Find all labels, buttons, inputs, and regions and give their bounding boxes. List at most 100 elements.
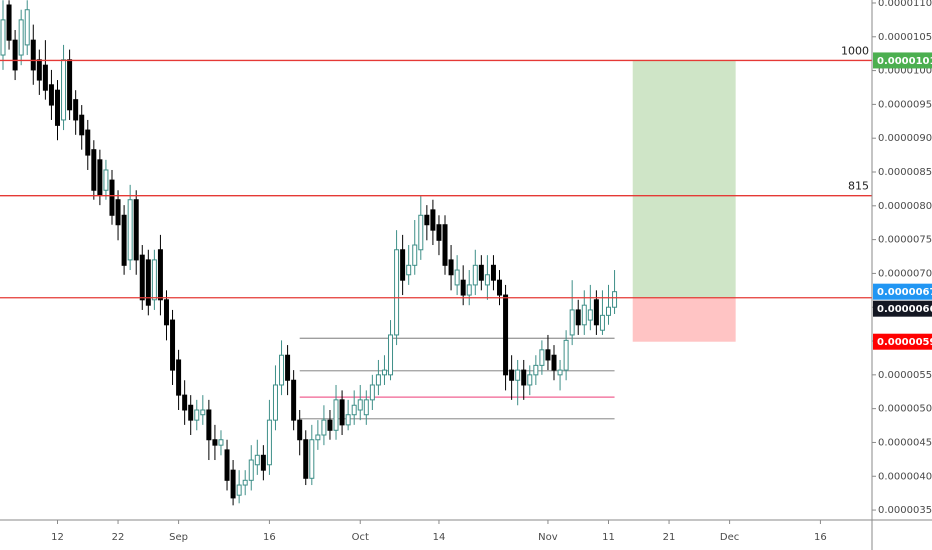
- candle-body: [48, 84, 54, 106]
- candle-body: [569, 309, 575, 336]
- candle-body: [400, 249, 406, 281]
- plot-area: [0, 0, 872, 506]
- x-tick-label: 11: [602, 532, 615, 543]
- candle-body: [6, 4, 12, 41]
- candle-body: [503, 294, 509, 376]
- candle-body: [303, 439, 309, 479]
- candle-body: [242, 479, 248, 486]
- candle-body: [212, 439, 218, 446]
- candle-body: [490, 264, 496, 281]
- candle-body: [430, 209, 436, 231]
- candle-body: [375, 374, 381, 386]
- x-tick-label: Nov: [538, 532, 558, 543]
- candle-body: [539, 349, 545, 366]
- candle-body: [581, 304, 587, 326]
- candle-body: [260, 454, 266, 471]
- candle-body: [460, 279, 466, 296]
- candle-body: [272, 384, 278, 421]
- candle-body: [30, 39, 36, 71]
- candle-body: [466, 284, 472, 296]
- candle-body: [315, 434, 321, 441]
- candle-body: [297, 419, 303, 441]
- candle-body: [521, 369, 527, 386]
- price-label: 0.00000664: [877, 304, 932, 315]
- candle-body: [515, 369, 521, 381]
- candle-body: [509, 369, 515, 381]
- candle-body: [545, 349, 551, 361]
- candle-body: [412, 244, 418, 266]
- candle-body: [563, 339, 569, 371]
- candle-body: [369, 384, 375, 401]
- candle-body: [42, 64, 48, 91]
- candle-body: [345, 414, 351, 426]
- candle-body: [454, 269, 460, 286]
- candle-body: [61, 59, 67, 121]
- x-tick-label: 21: [663, 532, 676, 543]
- candle-body: [109, 179, 115, 216]
- candle-body: [218, 439, 224, 446]
- candle-body: [266, 419, 272, 466]
- price-label: 0.00000673: [877, 287, 932, 298]
- price-label: 0.00001015: [877, 56, 932, 67]
- candle-body: [36, 59, 42, 81]
- candle-body: [388, 334, 394, 376]
- level-label: 1000: [841, 44, 869, 57]
- candle-body: [587, 309, 593, 321]
- candle-body: [527, 374, 533, 386]
- candle-body: [551, 354, 557, 371]
- candle-body: [436, 224, 442, 241]
- x-tick-label: 14: [433, 532, 446, 543]
- x-tick-label: Dec: [720, 532, 739, 543]
- candle-body: [321, 419, 327, 436]
- candle-body: [339, 399, 345, 426]
- candle-body: [381, 369, 387, 376]
- candle-body: [478, 264, 484, 281]
- candle-body: [472, 264, 478, 286]
- candle-body: [103, 169, 109, 191]
- candle-body: [85, 129, 91, 156]
- candle-body: [533, 364, 539, 376]
- x-tick-label: Sep: [169, 532, 188, 543]
- candle-body: [0, 19, 6, 56]
- candle-body: [291, 379, 297, 421]
- y-tick-label: 0.00000350: [878, 505, 932, 516]
- candle-body: [612, 291, 618, 308]
- candle-body: [54, 89, 60, 126]
- candle-body: [224, 449, 230, 481]
- level-label: 815: [848, 180, 869, 193]
- candle-body: [279, 354, 285, 386]
- candle-body: [484, 274, 490, 286]
- candle-body: [575, 309, 581, 326]
- x-tick-label: 16: [263, 532, 276, 543]
- candle-body: [357, 399, 363, 411]
- candle-body: [188, 404, 194, 421]
- candle-body: [448, 259, 454, 276]
- candle-body: [606, 306, 611, 316]
- candle-body: [394, 249, 400, 336]
- price-label-box: [873, 333, 932, 350]
- candle-body: [139, 254, 145, 301]
- candle-body: [170, 319, 176, 371]
- x-tick-label: 12: [51, 532, 64, 543]
- candle-body: [363, 399, 369, 416]
- candle-body: [230, 469, 236, 499]
- price-label-box: [873, 300, 932, 317]
- candle-body: [157, 249, 163, 301]
- candle-body: [97, 159, 103, 196]
- candle-body: [12, 39, 18, 71]
- candle-body: [557, 369, 563, 376]
- candle-body: [121, 214, 127, 266]
- candle-body: [206, 409, 212, 441]
- candle-body: [24, 9, 30, 46]
- candle-body: [254, 454, 260, 466]
